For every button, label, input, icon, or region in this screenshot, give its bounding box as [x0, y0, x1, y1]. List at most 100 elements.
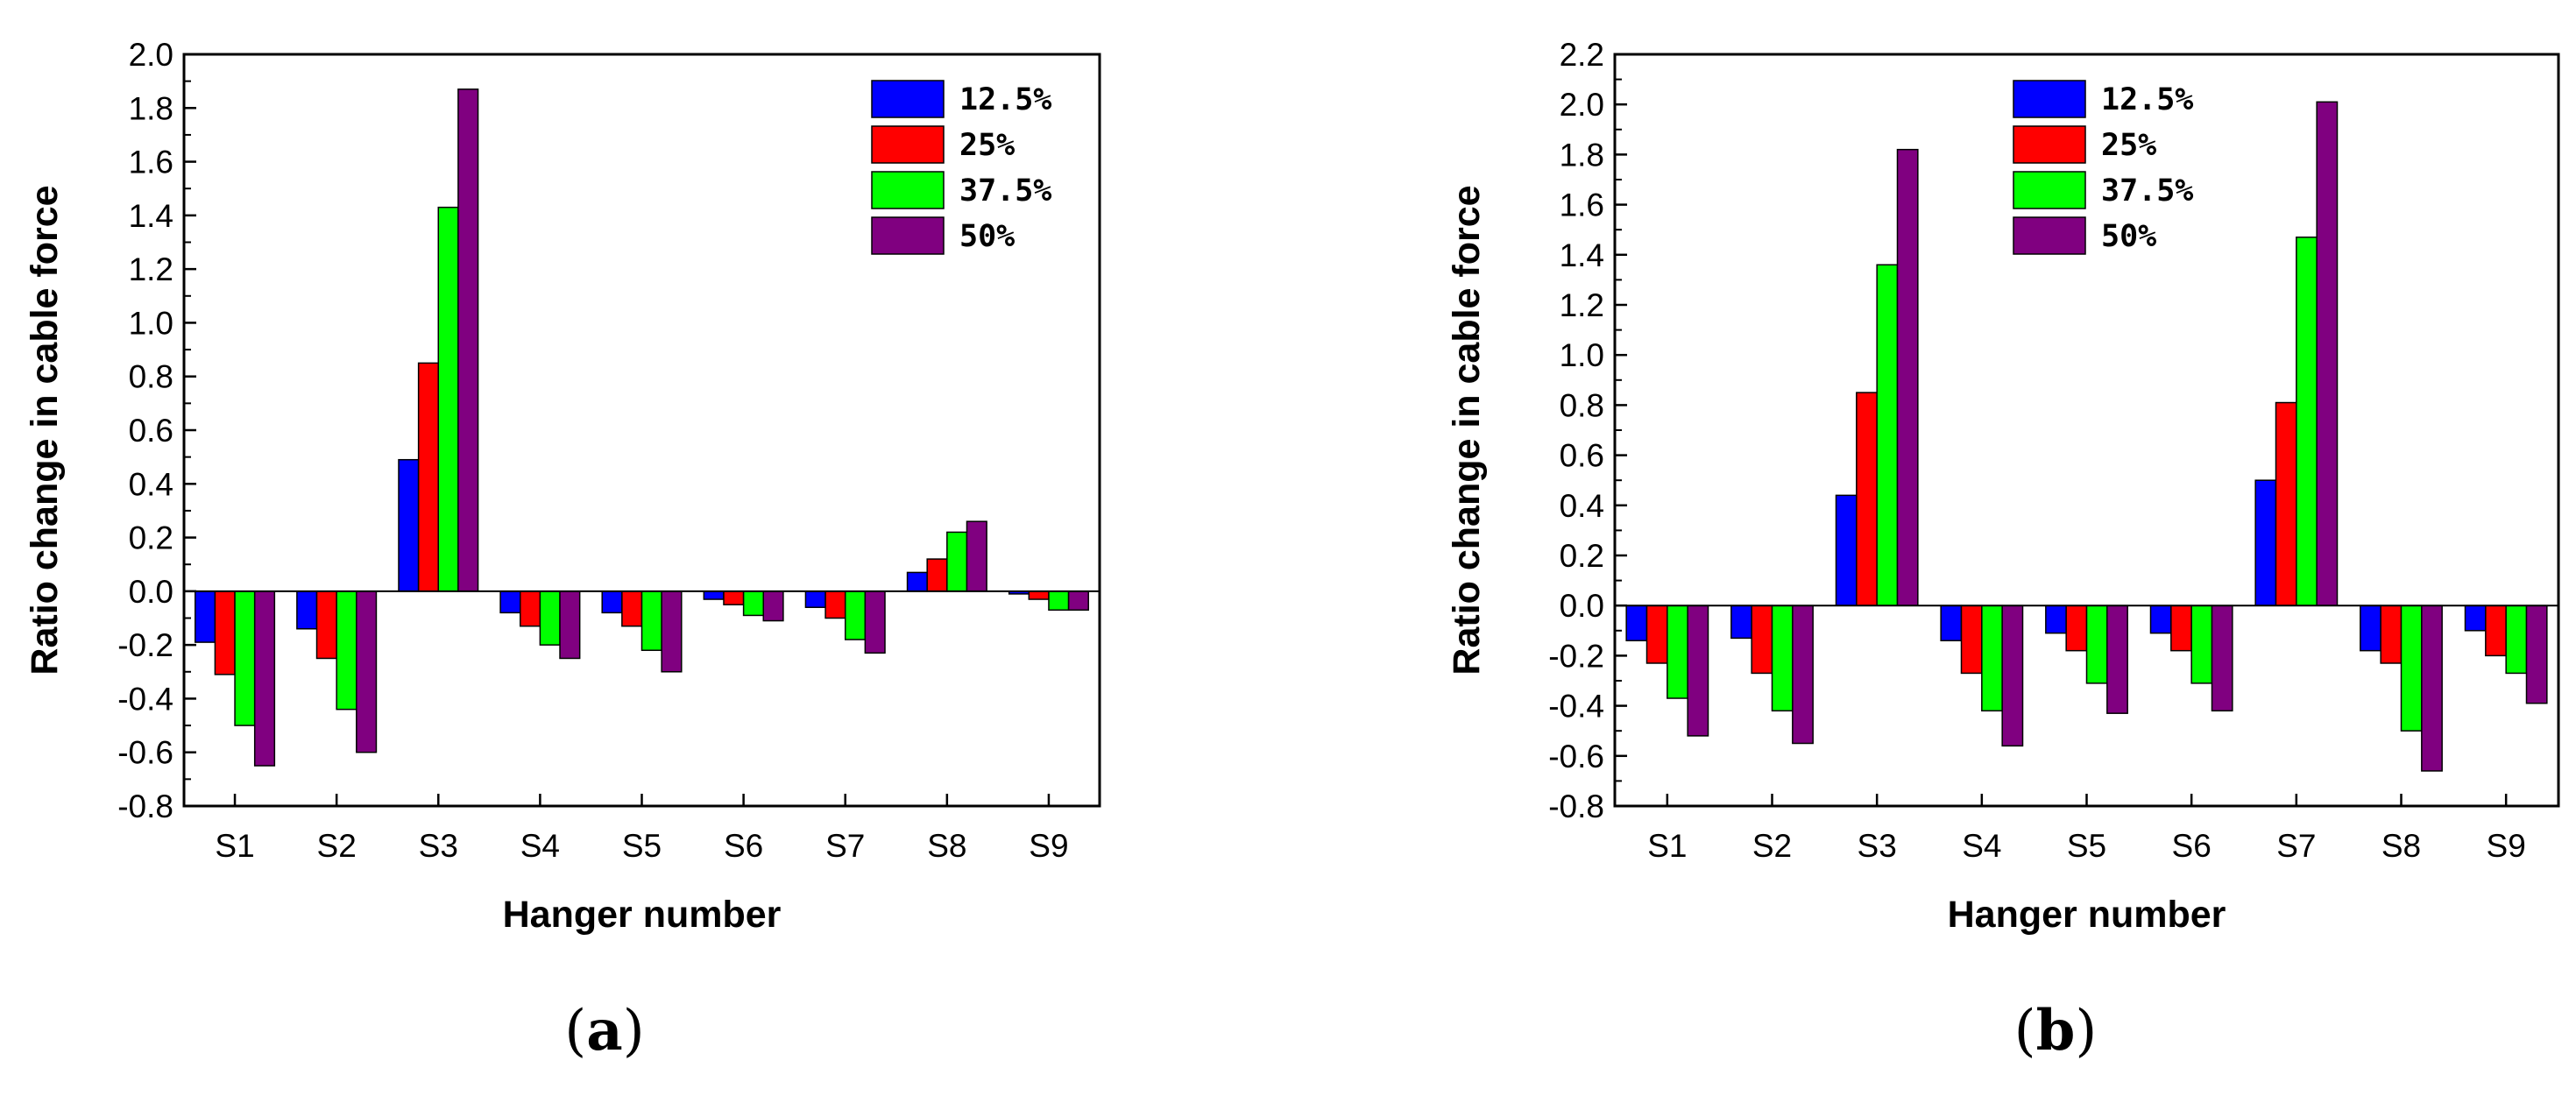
bar-S5-37.5% [640, 590, 662, 652]
bar-S9-12.5% [2464, 605, 2487, 632]
y-tick-label: -0.6 [117, 735, 173, 771]
y-tick-label: 1.2 [129, 251, 173, 287]
y-tick-label: 2.2 [1560, 37, 1604, 73]
legend-label: 25% [2101, 128, 2156, 163]
legend-label: 50% [2101, 219, 2156, 254]
bar-S7-25% [824, 590, 846, 619]
bar-S7-50% [864, 590, 886, 654]
bar-S1-12.5% [1625, 605, 1648, 641]
bar-S1-50% [1687, 605, 1709, 737]
bar-S1-25% [1645, 605, 1668, 664]
y-tick-label: 0.2 [129, 520, 173, 556]
y-tick-label: 0.6 [1560, 438, 1604, 474]
legend-label: 12.5% [959, 82, 1051, 117]
bar-S9-25% [1028, 590, 1050, 600]
x-tick-label: S8 [927, 828, 966, 864]
bar-S4-12.5% [499, 590, 521, 614]
y-tick-label: 0.8 [129, 359, 173, 395]
bar-S5-50% [2106, 605, 2128, 714]
legend-swatch [871, 125, 945, 164]
bar-S4-12.5% [1940, 605, 1963, 641]
y-tick-label: 0.2 [1560, 538, 1604, 574]
bar-S8-25% [926, 558, 948, 592]
bar-S1-37.5% [234, 590, 256, 726]
x-tick-label: S9 [2487, 828, 2526, 864]
x-tick-label: S1 [215, 828, 254, 864]
bar-S3-50% [1896, 148, 1919, 606]
bar-S6-25% [2170, 605, 2192, 652]
x-tick-label: S4 [520, 828, 560, 864]
y-tick-label: 1.4 [1560, 237, 1604, 273]
bar-S8-12.5% [906, 571, 928, 592]
bar-S7-12.5% [804, 590, 826, 608]
bar-S1-37.5% [1667, 605, 1688, 699]
y-tick-label: -0.4 [117, 681, 173, 717]
y-tick-label: 1.6 [129, 145, 173, 180]
bar-S4-37.5% [1981, 605, 2003, 712]
y-axis-title: Ratio change in cable force [24, 185, 66, 675]
legend-label: 50% [959, 219, 1015, 254]
y-tick-label: 1.6 [1560, 187, 1604, 223]
bar-S9-37.5% [1048, 590, 1070, 612]
bar-S2-12.5% [296, 590, 318, 630]
bar-S6-12.5% [703, 590, 725, 600]
bar-S5-12.5% [601, 590, 623, 614]
bar-S2-37.5% [1771, 605, 1794, 712]
legend-swatch [2013, 80, 2086, 118]
legend-swatch [2013, 171, 2086, 209]
panel-label: (a) [564, 998, 644, 1064]
x-tick-label: S7 [2276, 828, 2316, 864]
legend: 12.5% 25% 37.5% 50% [871, 80, 1051, 255]
bar-S6-37.5% [2190, 605, 2213, 684]
bar-S2-50% [356, 590, 378, 753]
legend-label: 37.5% [959, 173, 1051, 209]
bar-S3-37.5% [1876, 264, 1899, 606]
bar-S6-25% [723, 590, 745, 605]
y-tick-label: -0.8 [1548, 788, 1604, 824]
bar-S7-37.5% [844, 590, 867, 640]
bar-S2-37.5% [336, 590, 357, 711]
bar-S6-50% [762, 590, 784, 622]
y-tick-label: 0.4 [129, 466, 173, 502]
y-tick-label: -0.2 [117, 627, 173, 663]
plot-frame [182, 53, 1101, 808]
x-tick-label: S5 [2067, 828, 2106, 864]
bar-S3-37.5% [437, 206, 459, 592]
legend-label: 12.5% [2101, 82, 2193, 117]
bar-S9-50% [2525, 605, 2548, 704]
bar-S9-50% [1067, 590, 1089, 612]
bar-S6-50% [2211, 605, 2233, 712]
bar-S1-50% [253, 590, 276, 767]
y-tick-label: 0.0 [1560, 588, 1604, 624]
legend-swatch [871, 171, 945, 209]
bar-S5-25% [621, 590, 643, 627]
bar-S7-25% [2275, 401, 2297, 606]
y-tick-label: -0.6 [1548, 739, 1604, 774]
y-tick-label: 1.8 [1560, 137, 1604, 173]
legend-swatch [871, 216, 945, 255]
legend-swatch [2013, 216, 2086, 255]
x-tick-label: S5 [622, 828, 662, 864]
bar-S8-50% [966, 520, 987, 592]
bar-S8-12.5% [2360, 605, 2381, 652]
x-tick-label: S4 [1962, 828, 2001, 864]
bar-S8-37.5% [946, 531, 968, 592]
y-tick-label: 2.0 [129, 37, 173, 73]
bar-S4-37.5% [539, 590, 561, 646]
y-tick-label: -0.4 [1548, 689, 1604, 725]
x-tick-label: S1 [1647, 828, 1687, 864]
bar-S5-12.5% [2045, 605, 2067, 634]
legend: 12.5% 25% 37.5% 50% [2013, 80, 2193, 255]
bar-S2-50% [1792, 605, 1814, 745]
bar-S3-12.5% [398, 458, 420, 592]
bar-S1-12.5% [195, 590, 216, 643]
x-tick-label: S2 [317, 828, 357, 864]
y-tick-label: 1.0 [129, 305, 173, 341]
y-tick-label: 0.6 [129, 413, 173, 449]
bar-S6-12.5% [2149, 605, 2172, 634]
legend-label: 37.5% [2101, 173, 2193, 209]
y-tick-label: -0.2 [1548, 638, 1604, 674]
x-tick-label: S6 [724, 828, 763, 864]
bar-S5-25% [2065, 605, 2088, 652]
y-tick-label: 0.8 [1560, 387, 1604, 423]
